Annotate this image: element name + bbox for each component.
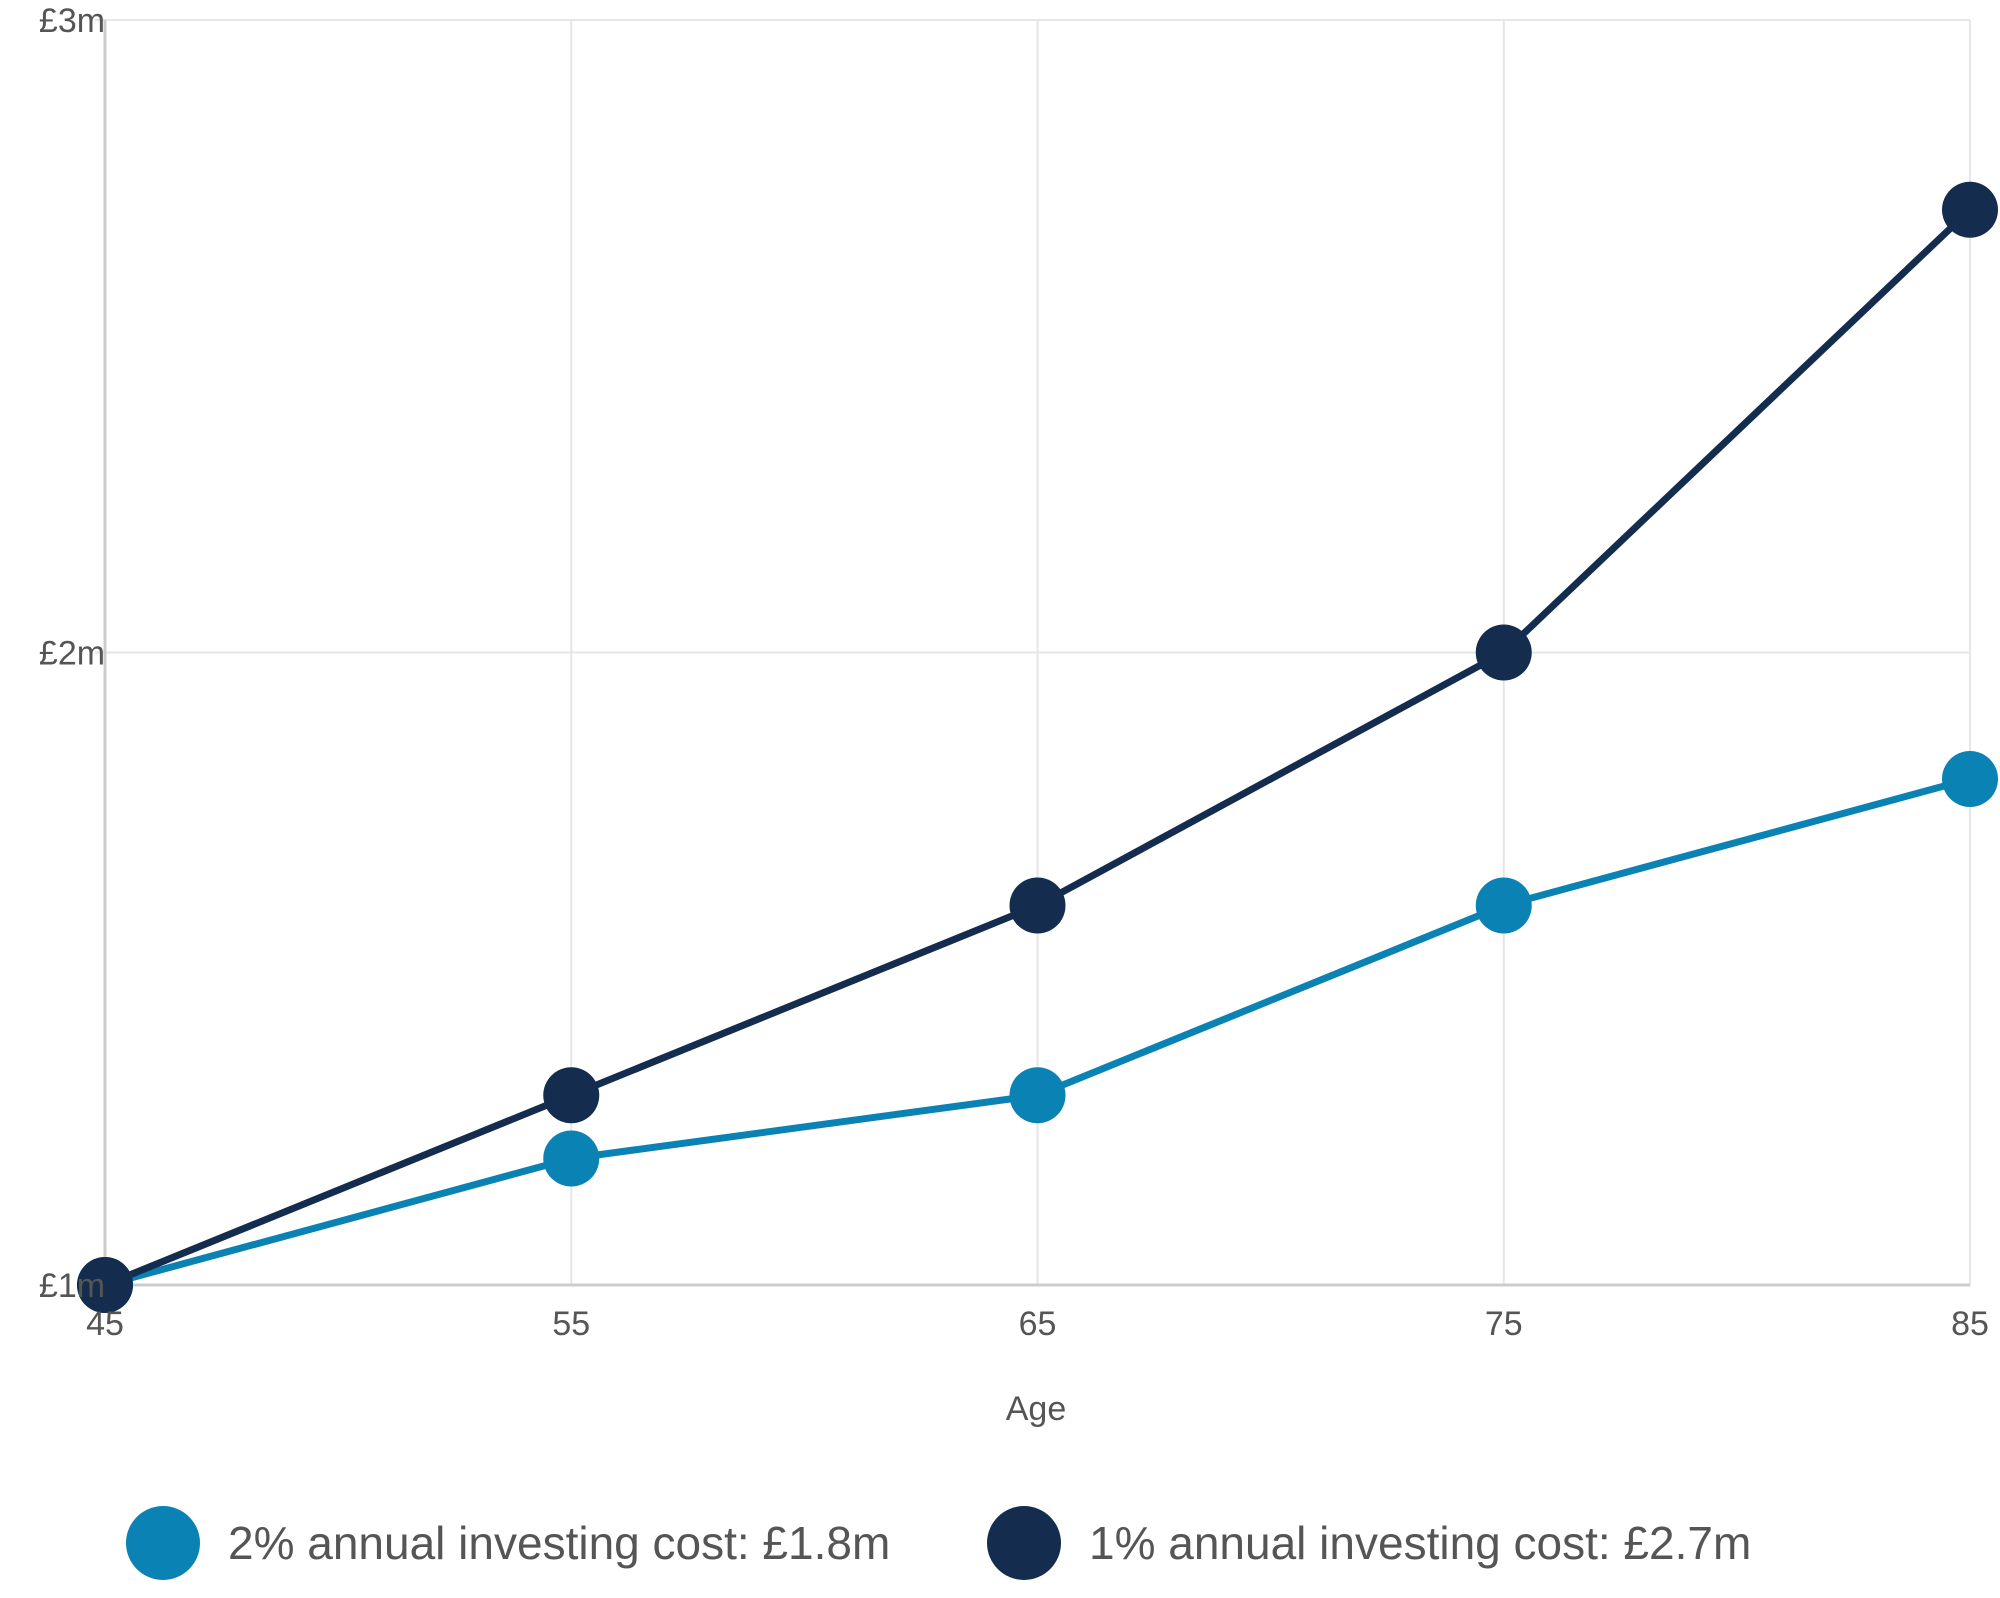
data-point-series-1 — [1942, 751, 1998, 807]
data-point-series-1 — [543, 1130, 600, 1187]
y-tick-label: £2m — [39, 635, 105, 673]
legend-item-2: 1% annual investing cost: £2.7m — [987, 1506, 1751, 1580]
x-tick-label: 45 — [86, 1305, 124, 1343]
data-point-series-2 — [543, 1067, 600, 1124]
data-point-series-1 — [1475, 877, 1532, 934]
x-axis-title: Age — [1006, 1390, 1067, 1428]
data-point-series-2 — [77, 1257, 133, 1313]
legend-item-1: 2% annual investing cost: £1.8m — [126, 1506, 890, 1580]
data-points — [77, 181, 1998, 1313]
x-tick-label: 55 — [552, 1305, 590, 1343]
y-tick-label: £1m — [39, 1267, 105, 1305]
data-point-series-2 — [1942, 181, 1998, 238]
legend: 2% annual investing cost: £1.8m 1% annual… — [126, 1506, 1751, 1580]
data-point-series-2 — [1009, 877, 1066, 934]
x-tick-label: 65 — [1019, 1305, 1057, 1343]
x-tick-label: 85 — [1951, 1305, 1989, 1343]
legend-label: 1% annual investing cost: £2.7m — [1089, 1517, 1751, 1569]
x-tick-label: 75 — [1485, 1305, 1523, 1343]
data-point-series-1 — [1009, 1067, 1066, 1124]
data-point-series-2 — [1475, 624, 1532, 681]
legend-marker — [987, 1506, 1061, 1580]
axes — [103, 20, 1970, 1287]
legend-marker — [126, 1506, 200, 1580]
y-tick-label: £3m — [39, 2, 105, 40]
tick-labels: £1m £2m £3m 45 55 65 75 85 — [39, 2, 1989, 1343]
legend-label: 2% annual investing cost: £1.8m — [228, 1517, 890, 1569]
